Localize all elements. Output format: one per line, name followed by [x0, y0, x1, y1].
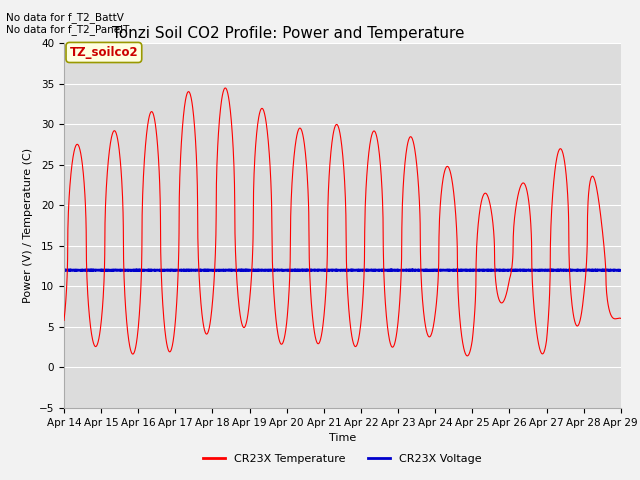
Y-axis label: Power (V) / Temperature (C): Power (V) / Temperature (C) [23, 148, 33, 303]
Text: No data for f_T2_BattV: No data for f_T2_BattV [6, 12, 124, 23]
Text: No data for f_T2_PanelT: No data for f_T2_PanelT [6, 24, 130, 35]
X-axis label: Time: Time [329, 433, 356, 443]
Text: Tonzi Soil CO2 Profile: Power and Temperature: Tonzi Soil CO2 Profile: Power and Temper… [113, 25, 465, 41]
Legend: CR23X Temperature, CR23X Voltage: CR23X Temperature, CR23X Voltage [198, 449, 486, 468]
Text: TZ_soilco2: TZ_soilco2 [70, 46, 138, 59]
